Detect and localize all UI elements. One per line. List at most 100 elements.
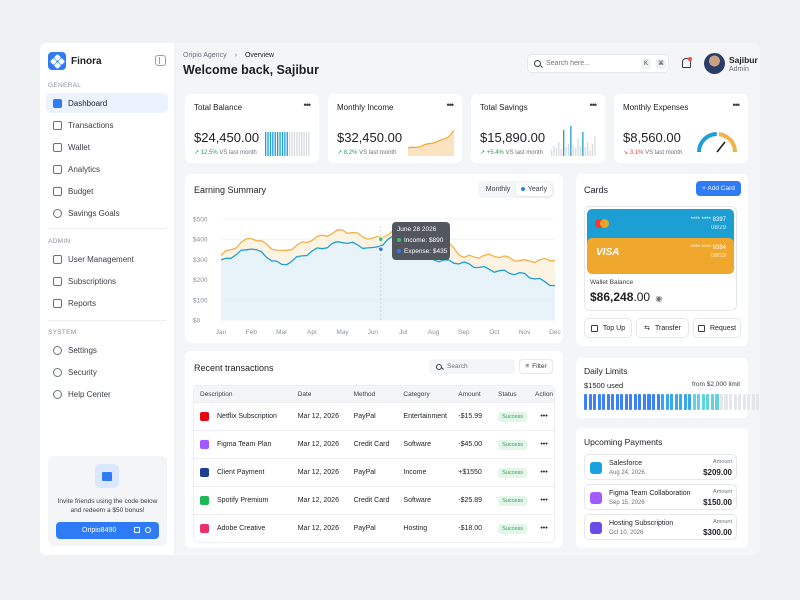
row-action-icon[interactable]: •••: [540, 525, 548, 532]
status-badge: Success: [498, 495, 527, 506]
credit-card-visa[interactable]: VISA **** **** 9384 08/29: [587, 238, 734, 274]
sidebar-collapse-icon[interactable]: [155, 55, 166, 66]
card-number: **** **** 9384 08/29: [690, 245, 726, 259]
income-series-line[interactable]: [220, 227, 556, 264]
sidebar-item-security[interactable]: Security: [46, 362, 168, 382]
sidebar-item-analytics[interactable]: Analytics: [46, 159, 168, 179]
stat-card[interactable]: Monthly Income ••• $32,450.00 ↗ 8.2% VS …: [328, 94, 462, 163]
sidebar-item-help-center[interactable]: Help Center: [46, 384, 168, 404]
sidebar-item-transactions[interactable]: Transactions: [46, 115, 168, 135]
limit-bar-segment: [742, 394, 746, 410]
x-tick-label: Jun: [368, 329, 379, 336]
share-icon[interactable]: [145, 527, 151, 533]
search-input[interactable]: [546, 60, 636, 67]
hosting-icon: [590, 522, 602, 534]
toggle-monthly[interactable]: Monthly: [485, 186, 511, 193]
brand[interactable]: Finora: [48, 52, 102, 70]
column-header[interactable]: Action: [534, 390, 554, 398]
request-button[interactable]: Request: [693, 318, 741, 338]
more-options-icon[interactable]: •••: [303, 100, 312, 110]
table-row[interactable]: Figma Team Plan Mar 12, 2026 Credit Card…: [194, 430, 554, 458]
sidebar-item-subscriptions[interactable]: Subscriptions: [46, 271, 168, 291]
filter-button[interactable]: ≡ Filter: [519, 359, 553, 374]
expense-point[interactable]: [377, 246, 384, 253]
sidebar-item-dashboard[interactable]: Dashboard: [46, 93, 168, 113]
invite-code-button[interactable]: Oripio8490: [56, 522, 159, 539]
payment-item[interactable]: Figma Team Collaboration Sep 15, 2026 Am…: [584, 484, 737, 510]
x-tick-label: Sep: [458, 329, 470, 336]
expense-series-line[interactable]: [220, 231, 556, 287]
sidebar-item-settings[interactable]: Settings: [46, 340, 168, 360]
sidebar-item-savings-goals[interactable]: Savings Goals: [46, 203, 168, 223]
invite-code: Oripio8490: [82, 527, 117, 534]
sidebar-item-label: Wallet: [68, 142, 90, 152]
limit-bar-segment: [633, 394, 637, 410]
stat-card[interactable]: Monthly Expenses ••• $8,560.00 ↘ 3.1% VS…: [614, 94, 748, 163]
sidebar-item-user-management[interactable]: User Management: [46, 249, 168, 269]
payment-item[interactable]: Hosting Subscription Oct 10, 2026 Amount…: [584, 514, 737, 540]
row-action-icon[interactable]: •••: [540, 469, 548, 476]
copy-icon[interactable]: [134, 527, 140, 533]
top-up-button[interactable]: Top Up: [584, 318, 632, 338]
wallet-actions: Top Up ⇆ Transfer Request: [584, 318, 741, 338]
stat-card[interactable]: Total Balance ••• $24,450.00 ↗ 12.5% VS …: [185, 94, 319, 163]
payment-name: Salesforce: [609, 460, 643, 467]
sidebar-item-budget[interactable]: Budget: [46, 181, 168, 201]
global-search[interactable]: K ⌘: [527, 54, 669, 73]
daily-limits-card: Daily Limits $1500 used from $2,000 limi…: [576, 358, 760, 418]
sidebar-item-label: Security: [68, 367, 97, 377]
status-badge: Success: [498, 411, 527, 422]
eye-icon[interactable]: ◉: [655, 294, 663, 303]
income-point[interactable]: [377, 236, 384, 243]
nav-general: Dashboard Transactions Wallet Analytics Budg…: [46, 93, 168, 225]
breadcrumb-parent[interactable]: Oripio Agency: [183, 52, 227, 59]
column-header[interactable]: Date: [297, 390, 312, 398]
limit-bar-segment: [606, 394, 610, 410]
column-header[interactable]: Amount: [458, 390, 481, 398]
column-header[interactable]: Status: [498, 390, 517, 398]
upcoming-payments-card: Upcoming Payments Salesforce Aug 24, 202…: [576, 428, 748, 548]
limit-bar-segment: [642, 394, 646, 410]
earning-chart[interactable]: $500 $400 $300 $200 $100 $0 Jan Feb Mar Apr May Jun…: [185, 174, 563, 343]
sidebar-item-wallet[interactable]: Wallet: [46, 137, 168, 157]
table-row[interactable]: Client Payment Mar 12, 2026 PayPal Incom…: [194, 458, 554, 486]
sidebar-item-label: Analytics: [68, 164, 101, 174]
cell-method: PayPal: [353, 525, 376, 532]
payment-item[interactable]: Salesforce Aug 24, 2026 Amount $209.00: [584, 454, 737, 480]
more-options-icon[interactable]: •••: [732, 100, 741, 110]
trend-up-icon: ↗: [480, 150, 486, 156]
sidebar-item-reports[interactable]: Reports: [46, 293, 168, 313]
add-card-button[interactable]: + Add Card: [696, 181, 741, 196]
brand-name: Finora: [71, 55, 102, 67]
trend-up-icon: ↗: [337, 150, 343, 156]
row-action-icon[interactable]: •••: [540, 497, 548, 504]
daily-limits-title: Daily Limits: [584, 366, 628, 376]
row-action-icon[interactable]: •••: [540, 441, 548, 448]
column-header[interactable]: Method: [353, 390, 376, 398]
transfer-icon: ⇆: [644, 325, 651, 332]
transactions-search[interactable]: Search: [429, 359, 515, 374]
table-row[interactable]: Adobe Creative Mar 12, 2026 PayPal Hosti…: [194, 514, 554, 542]
dashboard-app: Finora GENERAL Dashboard Transactions Wall…: [40, 43, 760, 555]
sidebar-item-label: Transactions: [68, 120, 114, 130]
transaction-name: Adobe Creative: [217, 525, 266, 532]
table-row[interactable]: Netflix Subscription Mar 12, 2026 PayPal…: [194, 402, 554, 430]
avatar[interactable]: [704, 53, 725, 74]
more-options-icon[interactable]: •••: [446, 100, 455, 110]
table-row[interactable]: Spotify Premium Mar 12, 2026 Credit Card…: [194, 486, 554, 514]
table-header: Description Date Method Category Amount …: [194, 386, 554, 402]
column-header[interactable]: Description: [200, 390, 233, 398]
expense-series-area: [221, 232, 555, 320]
search-icon: [436, 363, 442, 370]
more-options-icon[interactable]: •••: [589, 100, 598, 110]
transfer-button[interactable]: ⇆ Transfer: [636, 318, 689, 338]
stat-card[interactable]: Total Savings ••• $15,890.00 ↗ +5.4% VS …: [471, 94, 605, 163]
limit-bar-segment: [679, 394, 683, 410]
subscriptions-icon: [53, 276, 62, 286]
row-action-icon[interactable]: •••: [540, 413, 548, 420]
limit-bar-segment: [724, 394, 728, 410]
toggle-yearly[interactable]: Yearly: [516, 183, 552, 196]
column-header[interactable]: Category: [403, 390, 430, 398]
limit-bar-segment: [706, 394, 710, 410]
notification-bell-icon[interactable]: [682, 57, 692, 68]
